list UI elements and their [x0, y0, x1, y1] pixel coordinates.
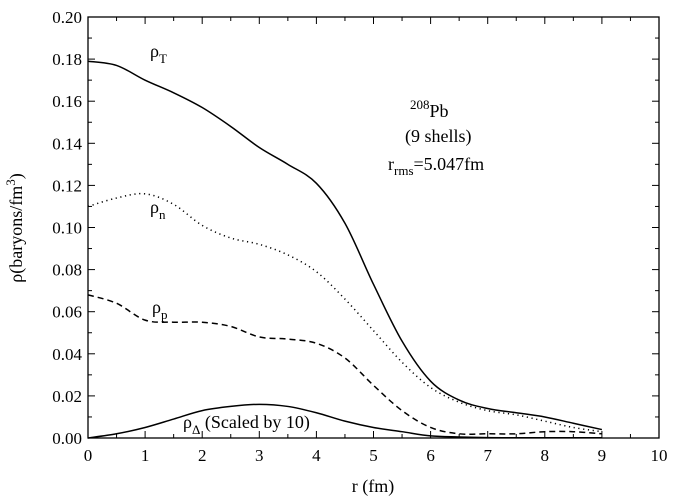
rho-total-label: ρT [150, 41, 167, 66]
y-tick-label: 0.06 [52, 303, 82, 322]
shells-label: (9 shells) [405, 126, 472, 147]
x-tick-label: 4 [312, 446, 321, 465]
curve-labels: ρT ρn ρp ρΔ (Scaled by 10) [150, 41, 310, 437]
nucleus-label: 208Pb [410, 97, 449, 121]
y-tick-label: 0.12 [52, 176, 82, 195]
y-tick-label: 0.04 [52, 345, 82, 364]
y-tick-label: 0.02 [52, 387, 82, 406]
x-tick-label: 9 [598, 446, 607, 465]
rms-radius-label: rrms=5.047fm [388, 154, 484, 178]
plot-frame [87, 16, 660, 439]
x-tick-label: 3 [255, 446, 264, 465]
rho-neutron-label: ρn [150, 197, 166, 222]
x-tick-label: 5 [369, 446, 378, 465]
x-tick-label: 2 [198, 446, 207, 465]
nucleus-annotation: 208Pb (9 shells) rrms=5.047fm [388, 97, 484, 178]
density-curves [87, 60, 603, 439]
x-tick-label: 10 [651, 446, 668, 465]
y-tick-label: 0.08 [52, 261, 82, 280]
y-axis-title: ρ(baryons/fm3) [3, 173, 27, 282]
y-tick-label: 0.18 [52, 50, 82, 69]
x-tick-label: 7 [483, 446, 492, 465]
rho-total-curve [87, 60, 603, 431]
rho-neutron-curve [87, 192, 603, 433]
rho-delta-label: ρΔ (Scaled by 10) [183, 412, 310, 437]
x-tick-label: 6 [426, 446, 435, 465]
rho-proton-curve [87, 294, 602, 436]
x-tick-label: 0 [84, 446, 93, 465]
x-tick-label: 8 [541, 446, 550, 465]
x-axis-title: r (fm) [352, 476, 394, 497]
y-tick-label: 0.00 [52, 429, 82, 448]
y-tick-label: 0.16 [52, 92, 82, 111]
y-tick-label: 0.20 [52, 8, 82, 27]
axis-ticks: 0 1 2 3 4 5 6 7 8 9 10 0.00 0.02 0.04 0.06 0.08 0.10 0.12… [52, 8, 667, 465]
y-tick-label: 0.10 [52, 219, 82, 238]
rho-proton-label: ρp [152, 297, 167, 322]
y-tick-label: 0.14 [52, 134, 82, 153]
x-tick-label: 1 [141, 446, 150, 465]
